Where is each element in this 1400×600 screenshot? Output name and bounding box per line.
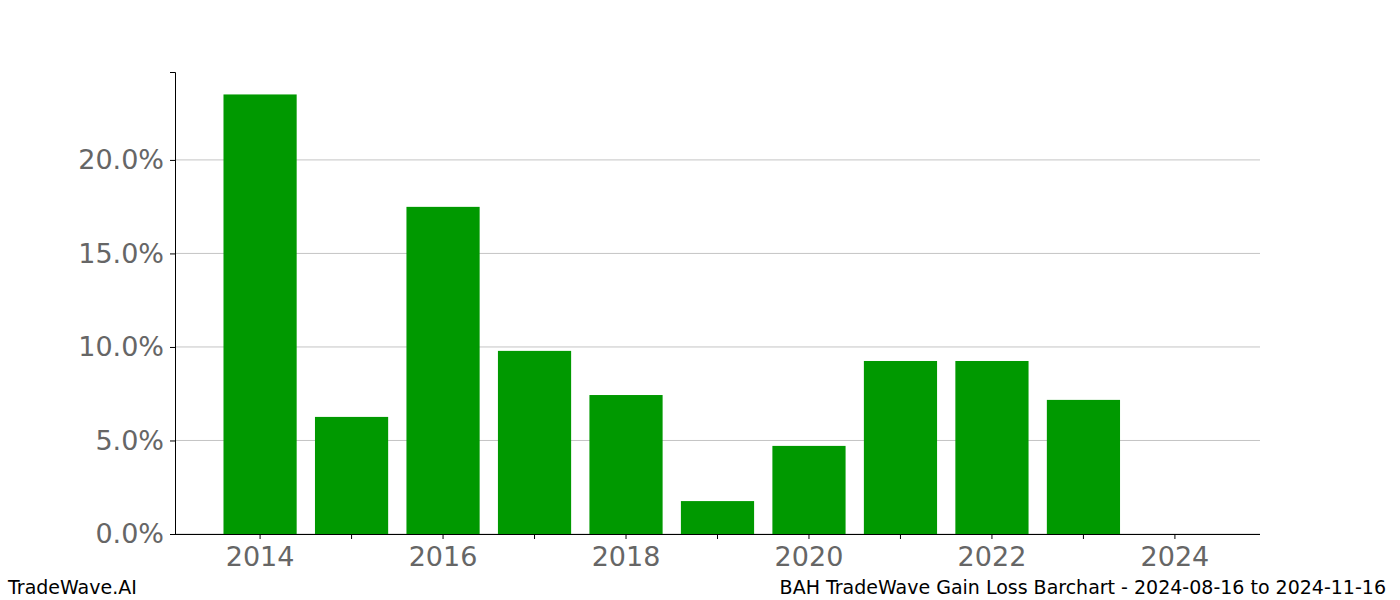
bar xyxy=(315,417,388,534)
x-tick-mark xyxy=(991,534,992,539)
x-tick-mark xyxy=(717,534,718,539)
x-tick: 2016 xyxy=(409,534,478,572)
x-tick-mark xyxy=(1083,534,1084,539)
bar xyxy=(681,501,754,534)
x-tick xyxy=(900,534,901,539)
x-tick-mark xyxy=(626,534,627,539)
y-tick: 20.0% xyxy=(78,144,175,175)
grid-line xyxy=(175,346,1260,347)
grid-line xyxy=(175,159,1260,160)
x-tick: 2014 xyxy=(226,534,295,572)
bar xyxy=(1047,400,1120,534)
x-tick-mark xyxy=(260,534,261,539)
y-tick-mark xyxy=(170,440,175,441)
y-tick-mark xyxy=(170,160,175,161)
x-tick: 2024 xyxy=(1141,534,1210,572)
x-tick: 2020 xyxy=(775,534,844,572)
x-tick-label: 2022 xyxy=(958,541,1027,572)
x-tick xyxy=(351,534,352,539)
x-tick-label: 2020 xyxy=(775,541,844,572)
y-tick: 5.0% xyxy=(95,425,175,456)
chart: 0.0%5.0%10.0%15.0%20.0%20142016201820202… xyxy=(0,0,1400,600)
y-tick-mark xyxy=(170,253,175,254)
x-tick-mark xyxy=(443,534,444,539)
x-tick xyxy=(534,534,535,539)
bar xyxy=(772,446,845,534)
bar xyxy=(589,395,662,534)
x-tick: 2022 xyxy=(958,534,1027,572)
y-axis-line xyxy=(170,73,176,535)
x-tick-label: 2016 xyxy=(409,541,478,572)
x-tick-mark xyxy=(900,534,901,539)
x-tick xyxy=(1083,534,1084,539)
x-tick-label: 2024 xyxy=(1141,541,1210,572)
y-tick-mark xyxy=(170,534,175,535)
x-tick xyxy=(717,534,718,539)
bars xyxy=(223,94,1120,534)
x-tick-label: 2018 xyxy=(592,541,661,572)
x-tick-label: 2014 xyxy=(226,541,295,572)
grid xyxy=(175,160,1260,534)
x-tick-mark xyxy=(808,534,809,539)
x-tick: 2018 xyxy=(592,534,661,572)
y-tick-label: 10.0% xyxy=(78,331,164,362)
bar xyxy=(498,351,571,534)
grid-line xyxy=(175,253,1260,254)
footer-left: TradeWave.AI xyxy=(7,576,137,598)
bar xyxy=(406,207,479,534)
x-tick-mark xyxy=(1174,534,1175,539)
y-tick: 0.0% xyxy=(95,518,175,549)
y-tick-label: 20.0% xyxy=(78,144,164,175)
bar xyxy=(223,94,296,534)
x-tick-mark xyxy=(351,534,352,539)
y-tick-label: 15.0% xyxy=(78,238,164,269)
bar xyxy=(1138,534,1211,535)
title: BAH TradeWave Gain Loss Barchart - 2024-… xyxy=(780,576,1386,598)
y-tick-mark xyxy=(170,347,175,348)
y-tick-label: 5.0% xyxy=(95,425,164,456)
bar xyxy=(864,361,937,534)
x-tick-mark xyxy=(534,534,535,539)
y-axis: 0.0% 5.0% 10.0% 15.0% 20.0% xyxy=(78,73,175,550)
x-axis: 2014 2016 2018 2020 2022 2024 xyxy=(175,534,1260,572)
y-tick: 10.0% xyxy=(78,331,175,362)
y-tick: 15.0% xyxy=(78,238,175,269)
bar xyxy=(955,361,1028,534)
y-tick-label: 0.0% xyxy=(95,518,164,549)
